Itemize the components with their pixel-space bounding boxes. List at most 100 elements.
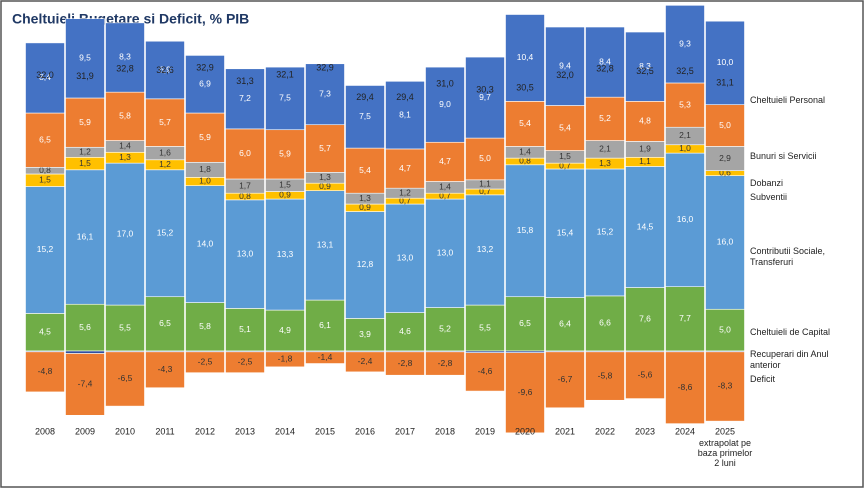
- data-label: 7,2: [239, 93, 251, 103]
- x-tick-label: 2012: [195, 426, 215, 436]
- data-label: 15,2: [157, 228, 174, 238]
- data-label: 6,5: [39, 134, 51, 144]
- data-label: -4,3: [158, 364, 173, 374]
- bar-segment: [425, 141, 465, 182]
- bar-segment: [105, 351, 145, 407]
- bar-segment: [425, 198, 465, 308]
- data-label: -4,6: [478, 366, 493, 376]
- x-tick-label: 2022: [595, 426, 615, 436]
- x-tick-label: 2018: [435, 426, 455, 436]
- data-label: -1,4: [318, 352, 333, 362]
- total-label: 29,4: [356, 92, 374, 102]
- bar-segment: [345, 147, 385, 194]
- data-label: 16,0: [677, 214, 694, 224]
- bar-segment: [305, 299, 345, 352]
- bar-segment: [585, 26, 625, 98]
- bar-segment: [185, 55, 225, 114]
- data-label: 15,8: [517, 225, 534, 235]
- data-label: 4,5: [39, 326, 51, 336]
- data-label: 13,1: [317, 240, 334, 250]
- data-label: 5,8: [199, 321, 211, 331]
- legend-entry: Cheltuieli de Capital: [750, 327, 831, 337]
- data-label: 3,9: [359, 329, 371, 339]
- data-label: -1,8: [278, 354, 293, 364]
- data-label: 5,1: [239, 324, 251, 334]
- bar-segment: [345, 351, 385, 373]
- bar-segment: [25, 351, 65, 393]
- x-tick-label: 2024: [675, 426, 695, 436]
- total-label: 32,9: [316, 63, 334, 73]
- x-tick-label: 2025: [715, 426, 735, 436]
- data-label: 1,5: [39, 174, 51, 184]
- data-label: 15,2: [597, 227, 614, 237]
- x-tick-label: 2015: [315, 426, 335, 436]
- data-label: 0,7: [479, 186, 491, 196]
- bar-segment: [385, 351, 425, 376]
- data-label: 8,4: [39, 72, 51, 82]
- data-label: 6,5: [519, 318, 531, 328]
- data-label: 5,0: [719, 120, 731, 130]
- data-label: 5,9: [279, 149, 291, 159]
- x-tick-label: 2017: [395, 426, 415, 436]
- bar-segment: [25, 313, 65, 352]
- data-label: 15,4: [557, 228, 574, 238]
- data-label: 0,8: [239, 191, 251, 201]
- x-tick-label: 2011: [155, 426, 174, 436]
- data-label: 0,9: [359, 202, 371, 212]
- data-label: 5,0: [719, 324, 731, 334]
- data-label: 5,7: [159, 117, 171, 127]
- data-label: 13,0: [397, 253, 414, 263]
- total-label: 29,4: [396, 92, 414, 102]
- bar-segment: [705, 351, 745, 422]
- bar-segment: [545, 26, 585, 106]
- data-label: 9,5: [79, 53, 91, 63]
- data-label: 7,3: [319, 88, 331, 98]
- data-label: 7,5: [279, 93, 291, 103]
- x-tick-label: 2014: [275, 426, 295, 436]
- bar-segment: [145, 296, 185, 352]
- data-label: -2,5: [238, 357, 253, 367]
- bar-segment: [585, 168, 625, 297]
- data-label: -5,8: [598, 370, 613, 380]
- data-label: -5,6: [638, 369, 653, 379]
- bar-segment: [465, 194, 505, 306]
- total-label: 32,6: [156, 65, 174, 75]
- data-label: 9,4: [559, 61, 571, 71]
- data-label: 16,1: [77, 231, 94, 241]
- data-label: 1,2: [159, 159, 171, 169]
- data-label: -8,6: [678, 382, 693, 392]
- bar-segment: [545, 105, 585, 151]
- data-label: 5,0: [479, 153, 491, 163]
- data-label: 10,0: [717, 57, 734, 67]
- data-label: 1,1: [639, 156, 651, 166]
- bar-segment: [625, 101, 665, 142]
- bar-segment: [225, 308, 265, 352]
- bar-segment: [385, 203, 425, 313]
- bar-segment: [305, 124, 345, 173]
- data-label: 1,3: [119, 152, 131, 162]
- data-label: 8,1: [399, 109, 411, 119]
- data-label: 6,4: [559, 319, 571, 329]
- bar-segment: [625, 287, 665, 352]
- bar-segment: [225, 68, 265, 130]
- data-label: 2,9: [719, 153, 731, 163]
- total-label: 32,5: [636, 66, 654, 76]
- data-label: -7,4: [78, 379, 93, 389]
- data-label: 1,5: [279, 180, 291, 190]
- total-label: 32,1: [276, 69, 294, 79]
- data-label: 4,6: [399, 326, 411, 336]
- data-label: 1,2: [79, 147, 91, 157]
- data-label: 1,5: [559, 151, 571, 161]
- total-label: 31,3: [236, 76, 254, 86]
- x-tick-label: 2016: [355, 426, 375, 436]
- bar-segment: [705, 104, 745, 147]
- data-label: 0,7: [399, 195, 411, 205]
- data-label: 5,7: [319, 143, 331, 153]
- data-label: 0,6: [719, 167, 731, 177]
- bar-segment: [505, 14, 545, 102]
- bar-segment: [545, 351, 585, 409]
- bar-segment: [625, 166, 665, 288]
- bar-segment: [505, 101, 545, 147]
- x-tick-label: 2021: [555, 426, 575, 436]
- data-label: 5,8: [119, 111, 131, 121]
